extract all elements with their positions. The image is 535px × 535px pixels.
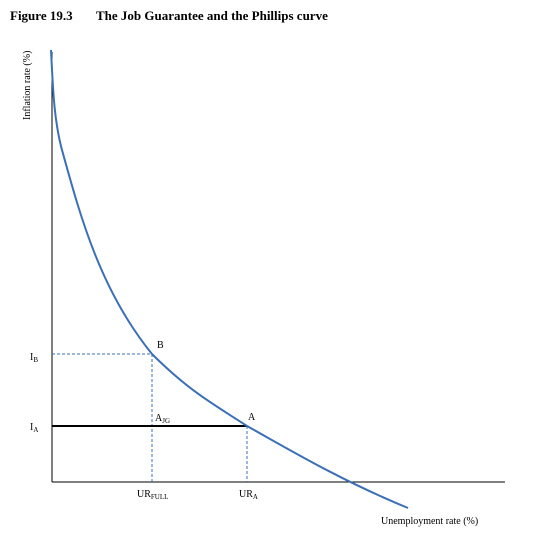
phillips-curve [50,49,409,509]
point-label-a: A [248,412,256,423]
point-label-ajg: AJG [155,413,170,425]
figure-title: The Job Guarantee and the Phillips curve [96,8,328,23]
x-tick-urfull: URFULL [137,489,168,501]
figure-number: Figure 19.3 [10,8,73,23]
point-label-b: B [157,340,164,351]
y-tick-ib: IB [30,352,38,364]
x-tick-ura: URA [239,489,258,501]
y-axis-label: Inflation rate (%) [22,51,33,120]
x-axis-label: Unemployment rate (%) [381,516,478,527]
y-tick-ia: IA [30,422,38,434]
